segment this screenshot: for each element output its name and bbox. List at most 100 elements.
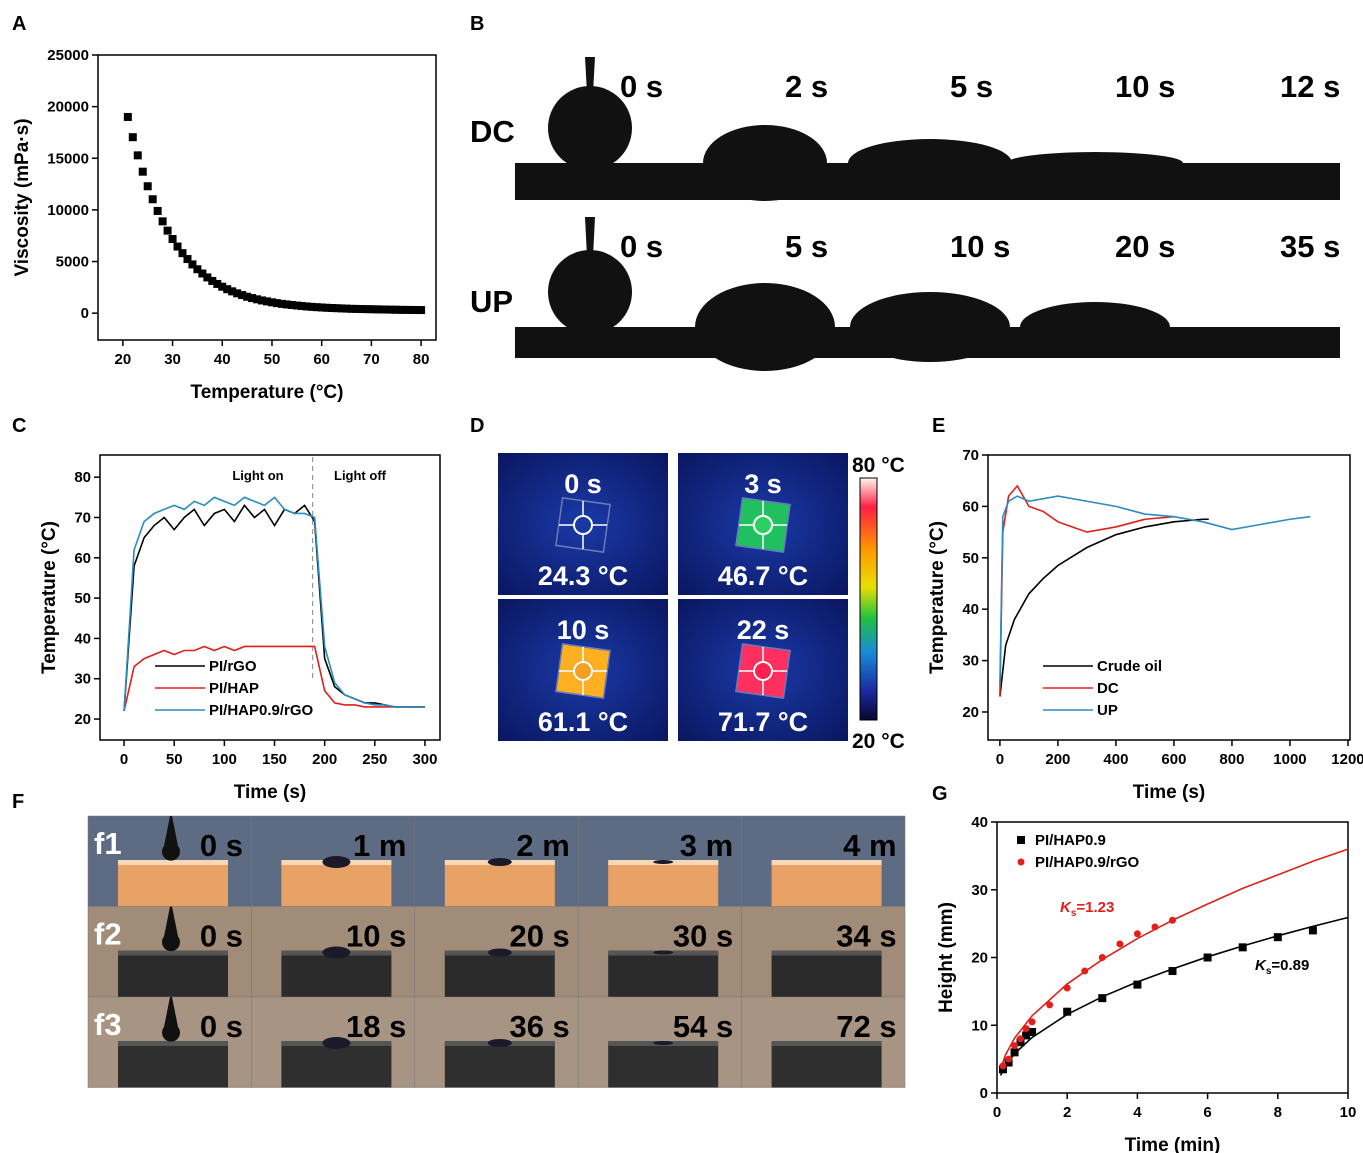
x-axis-title: Time (s) xyxy=(1133,782,1206,803)
data-point xyxy=(139,168,147,176)
data-point xyxy=(1046,1001,1053,1008)
row-label: f3 xyxy=(94,1007,122,1042)
time-label: 0 s xyxy=(564,469,602,499)
time-label: 30 s xyxy=(673,919,733,954)
time-label: 34 s xyxy=(836,919,896,954)
temp-label: 61.1 °C xyxy=(538,707,628,737)
row-label: f2 xyxy=(94,917,122,952)
y-tick-label: 70 xyxy=(962,447,979,464)
y-tick-label: 80 xyxy=(74,469,91,486)
data-point xyxy=(1116,940,1123,947)
y-tick-label: 60 xyxy=(74,550,91,567)
y-tick-label: 30 xyxy=(74,671,91,688)
y-tick-label: 20 xyxy=(971,950,988,967)
hot-spot xyxy=(752,660,774,682)
legend-label: Crude oil xyxy=(1097,658,1162,675)
time-label: 1 m xyxy=(353,828,406,863)
annotation-value: =0.89 xyxy=(1271,957,1309,974)
y-tick-label: 0 xyxy=(980,1085,988,1102)
data-point xyxy=(999,1062,1006,1069)
x-tick-label: 800 xyxy=(1219,751,1244,768)
x-tick-label: 4 xyxy=(1133,1104,1142,1121)
plot-frame xyxy=(100,455,440,740)
legend-label: PI/HAP xyxy=(209,680,259,697)
time-label: 0 s xyxy=(620,69,663,104)
x-tick-label: 200 xyxy=(312,751,337,768)
time-label: 72 s xyxy=(836,1009,896,1044)
time-label: 0 s xyxy=(200,1009,243,1044)
panel-letter: F xyxy=(12,791,24,813)
figure: A203040506070800500010000150002000025000… xyxy=(0,0,1363,1153)
substrate xyxy=(515,327,1340,358)
time-label: 22 s xyxy=(737,615,790,645)
data-point xyxy=(134,151,142,159)
time-label: 0 s xyxy=(620,229,663,264)
droplet xyxy=(322,856,350,868)
legend-label: PI/HAP0.9/rGO xyxy=(209,702,314,719)
data-point xyxy=(154,207,162,215)
data-point xyxy=(144,182,152,190)
droplet xyxy=(653,951,673,955)
data-point xyxy=(1017,1035,1024,1042)
time-label: 12 s xyxy=(1280,69,1340,104)
time-label: 36 s xyxy=(509,1009,569,1044)
x-tick-label: 300 xyxy=(412,751,437,768)
data-point xyxy=(1011,1042,1018,1049)
y-tick-label: 40 xyxy=(74,630,91,647)
data-point xyxy=(1309,926,1317,934)
y-axis-title: Height (mm) xyxy=(936,902,957,1013)
series-line xyxy=(124,497,425,711)
y-tick-label: 50 xyxy=(962,550,979,567)
legend-swatch xyxy=(1017,836,1025,844)
y-tick-label: 25000 xyxy=(47,47,89,64)
x-tick-label: 1000 xyxy=(1273,751,1306,768)
sample-block xyxy=(608,953,718,998)
y-axis-title: Temperature (°C) xyxy=(39,521,60,674)
temp-label: 24.3 °C xyxy=(538,561,628,591)
x-tick-label: 400 xyxy=(1103,751,1128,768)
data-point xyxy=(169,235,177,243)
sample-block xyxy=(772,862,882,907)
y-tick-label: 40 xyxy=(962,601,979,618)
sample-block xyxy=(445,862,555,907)
x-tick-label: 60 xyxy=(313,351,330,368)
legend-label: PI/HAP0.9/rGO xyxy=(1035,854,1140,871)
data-point xyxy=(1098,994,1106,1002)
data-point xyxy=(1063,1008,1071,1016)
x-tick-label: 0 xyxy=(120,751,128,768)
x-tick-label: 2 xyxy=(1063,1104,1071,1121)
time-label: 2 m xyxy=(516,828,569,863)
row-label: UP xyxy=(470,284,513,319)
page: A203040506070800500010000150002000025000… xyxy=(0,0,1363,1153)
y-tick-label: 5000 xyxy=(56,254,89,271)
data-point xyxy=(164,227,172,235)
hot-spot xyxy=(572,660,594,682)
x-tick-label: 6 xyxy=(1203,1104,1211,1121)
sample-block xyxy=(608,1043,718,1088)
data-point xyxy=(1064,984,1071,991)
panel-letter: G xyxy=(932,783,948,805)
data-point xyxy=(1029,1018,1036,1025)
time-label: 0 s xyxy=(200,919,243,954)
y-tick-label: 30 xyxy=(962,653,979,670)
data-point xyxy=(417,306,425,314)
legend-swatch xyxy=(1018,859,1025,866)
x-tick-label: 1200 xyxy=(1331,751,1363,768)
data-point xyxy=(124,113,132,121)
row-label: DC xyxy=(470,114,515,149)
legend-label: UP xyxy=(1097,702,1118,719)
x-tick-label: 200 xyxy=(1045,751,1070,768)
data-point xyxy=(1204,954,1212,962)
x-tick-label: 80 xyxy=(413,351,430,368)
y-axis-title: Temperature (°C) xyxy=(927,521,948,674)
x-tick-label: 50 xyxy=(264,351,281,368)
time-label: 35 s xyxy=(1280,229,1340,264)
sample-block xyxy=(445,953,555,998)
panel-letter: E xyxy=(932,415,945,437)
colorbar-min: 20 °C xyxy=(852,730,905,753)
time-label: 0 s xyxy=(200,828,243,863)
panel-letter: B xyxy=(470,13,484,35)
time-label: 20 s xyxy=(509,919,569,954)
x-tick-label: 600 xyxy=(1161,751,1186,768)
sample-block xyxy=(445,1043,555,1088)
